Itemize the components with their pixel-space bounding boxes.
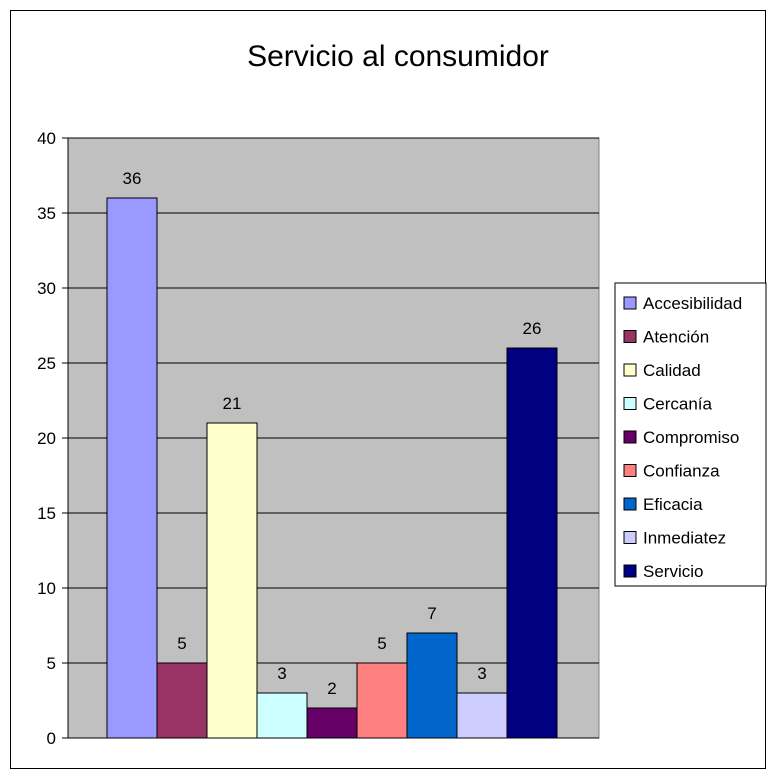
legend-label: Compromiso [643, 428, 739, 447]
data-label: 5 [177, 634, 186, 653]
bar-compromiso [306, 707, 358, 739]
y-tick-label: 0 [47, 729, 56, 748]
legend-label: Accesibilidad [643, 294, 742, 313]
data-label: 2 [327, 679, 336, 698]
legend-label: Atención [643, 328, 709, 347]
bar-cercanía [256, 692, 308, 739]
bar-calidad [206, 422, 258, 739]
legend-label: Calidad [643, 361, 701, 380]
bar-confianza [356, 662, 408, 739]
data-label: 36 [123, 169, 142, 188]
data-label: 5 [377, 634, 386, 653]
y-tick-label: 15 [37, 504, 56, 523]
legend-swatch [623, 430, 637, 444]
legend-swatch [623, 397, 637, 410]
legend-label: Servicio [643, 562, 703, 581]
legend-swatch [623, 330, 637, 343]
bar-inmediatez [456, 692, 508, 739]
y-tick-label: 35 [37, 204, 56, 223]
data-label: 21 [223, 394, 242, 413]
legend-swatch [623, 497, 637, 511]
legend-swatch [623, 296, 637, 310]
y-tick-label: 20 [37, 429, 56, 448]
y-tick-label: 5 [47, 654, 56, 673]
y-tick-label: 25 [37, 354, 56, 373]
bar-accesibilidad [106, 197, 158, 739]
data-label: 7 [427, 604, 436, 623]
legend-swatch [623, 531, 637, 544]
data-label: 3 [277, 664, 286, 683]
legend-swatch [623, 564, 637, 578]
legend-box [614, 282, 767, 587]
bars [106, 197, 558, 739]
legend-label: Cercanía [643, 395, 713, 414]
legend-label: Eficacia [643, 495, 703, 514]
legend-label: Inmediatez [643, 529, 726, 548]
legend: Accesibilidad Atención Calidad Cercanía Comp… [614, 282, 767, 587]
y-tick-label: 10 [37, 579, 56, 598]
legend-swatch [623, 464, 637, 477]
bar-servicio [506, 347, 558, 739]
data-label: 26 [523, 319, 542, 338]
bar-eficacia [406, 632, 458, 739]
bar-atención [156, 662, 208, 739]
y-tick-label: 40 [37, 129, 56, 148]
legend-label: Confianza [643, 462, 720, 481]
data-label: 3 [477, 664, 486, 683]
chart-title: Servicio al consumidor [247, 40, 549, 73]
data-labels: 36 5 21 3 2 5 7 3 26 [123, 169, 542, 698]
legend-swatch [623, 363, 637, 377]
y-tick-label: 30 [37, 279, 56, 298]
